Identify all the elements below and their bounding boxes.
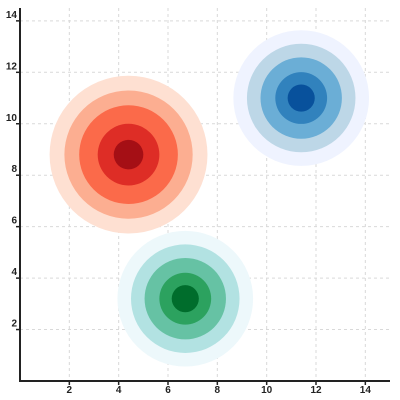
point-ring [171,285,199,313]
point-group-1 [233,30,370,166]
x-tick-label: 14 [360,385,372,396]
y-tick-label: 10 [6,113,18,124]
x-tick-label: 4 [116,385,122,396]
x-tick-label: 2 [67,385,73,396]
y-tick-label: 2 [11,319,17,330]
y-tick-label: 6 [11,216,17,227]
point-ring [287,84,315,112]
y-tick-label: 4 [11,267,17,278]
point-ring [113,139,144,170]
x-tick-label: 10 [261,385,273,396]
y-tick-label: 8 [11,164,17,175]
axes: 2 4 6 8 10 12 14 2 4 6 8 10 12 14 [6,8,390,396]
point-group-2 [117,230,254,367]
plot-area [49,30,370,367]
y-tick-label: 14 [6,10,18,21]
point-group-0 [49,75,208,234]
y-tick-label: 12 [6,61,18,72]
x-tick-label: 6 [165,385,171,396]
x-tick-label: 8 [215,385,221,396]
x-tick-label: 12 [310,385,322,396]
